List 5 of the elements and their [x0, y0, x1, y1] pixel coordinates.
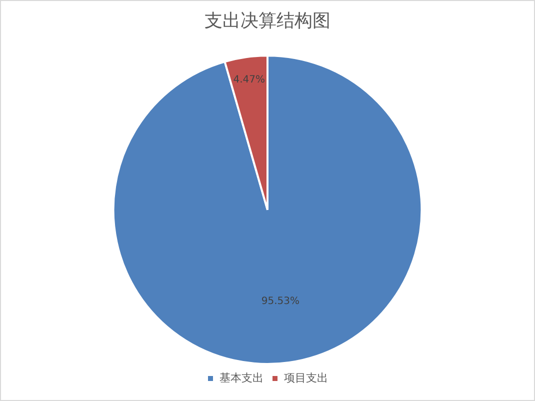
- legend-label: 项目支出: [284, 371, 328, 384]
- chart-title: 支出决算结构图: [204, 10, 330, 32]
- data-label: 95.53%: [261, 296, 300, 308]
- data-label: 4.47%: [233, 74, 266, 86]
- legend-label: 基本支出: [220, 371, 264, 384]
